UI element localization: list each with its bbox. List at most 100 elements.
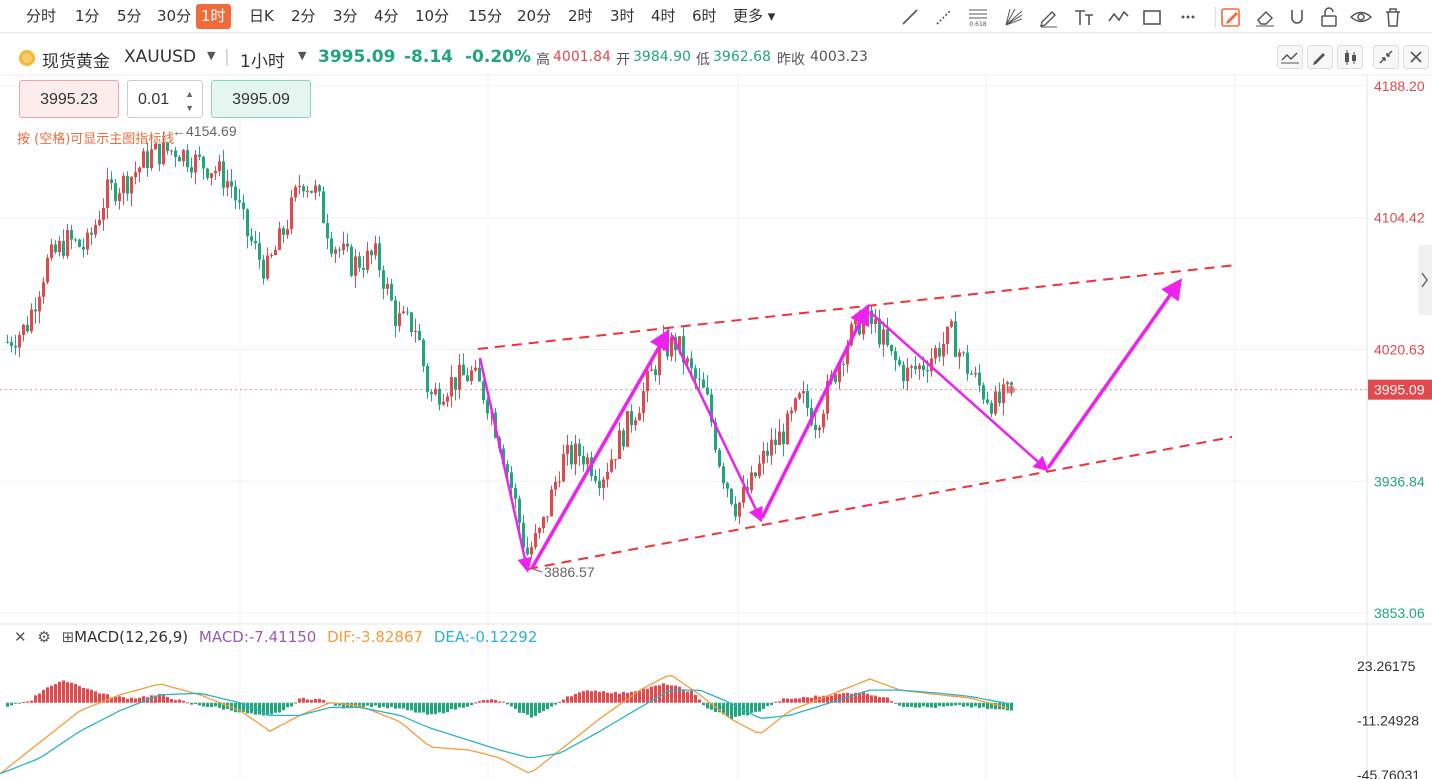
candle-body [762, 450, 765, 464]
macd-bar [958, 702, 961, 705]
lock-tool-button[interactable] [1316, 4, 1342, 30]
period-0[interactable]: 分时 [26, 7, 57, 25]
macd-bar [494, 699, 497, 703]
ray-line-tool-button[interactable] [931, 4, 957, 30]
period-15[interactable]: 6时 [692, 7, 717, 25]
period-6[interactable]: 2分 [291, 7, 316, 25]
interval-dropdown-icon[interactable]: ▼ [298, 49, 307, 62]
macd-bar [574, 693, 577, 703]
interval-selector[interactable]: 1小时 [240, 52, 285, 72]
macd-bar [458, 702, 461, 708]
candle-body [158, 143, 161, 165]
candle-body [246, 209, 249, 237]
price-tick-label: 3936.84 [1374, 473, 1425, 489]
trend-arrow-3[interactable] [670, 334, 763, 523]
brush-tool-button[interactable] [1036, 4, 1062, 30]
macd-bar [558, 701, 561, 703]
wave-tool-button[interactable] [1105, 4, 1131, 30]
symbol-code[interactable]: XAUUSD [124, 47, 197, 67]
macd-bar [910, 702, 913, 707]
eraser-tool-button[interactable] [1252, 4, 1278, 30]
eye-tool-button[interactable] [1348, 4, 1374, 30]
period-16[interactable]: 更多 ▾ [733, 7, 776, 25]
period-2[interactable]: 5分 [117, 7, 142, 25]
lot-down-icon[interactable]: ▼ [185, 103, 194, 113]
expand-panel-handle[interactable] [1418, 245, 1432, 315]
gann-fan-tool-button[interactable] [1001, 4, 1027, 30]
period-12[interactable]: 2时 [568, 7, 593, 25]
period-11[interactable]: 20分 [517, 7, 552, 25]
buy-price-button[interactable]: 3995.09 [211, 80, 311, 118]
candle-body [14, 345, 17, 348]
trend-arrow-6[interactable] [1046, 278, 1183, 470]
macd-bar [966, 702, 969, 707]
macd-settings-icon[interactable]: ⚙ [37, 628, 51, 646]
macd-bar [674, 685, 677, 703]
macd-bar [150, 695, 153, 703]
period-13[interactable]: 3时 [610, 7, 635, 25]
candle-type-button[interactable] [1337, 45, 1363, 69]
sell-price-button[interactable]: 3995.23 [19, 80, 119, 118]
candle-body [154, 143, 157, 150]
dea-value: DEA:-0.12292 [433, 628, 538, 646]
macd-bar [202, 702, 205, 707]
more-dots-tool-button[interactable] [1175, 4, 1201, 30]
macd-bar [1002, 702, 1005, 710]
candle-body [86, 232, 89, 250]
candle-body [206, 168, 209, 178]
macd-bar [210, 702, 213, 708]
fullscreen-button[interactable] [1373, 45, 1399, 69]
macd-bar [54, 684, 57, 703]
period-7[interactable]: 3分 [333, 7, 358, 25]
trend-arrow-4[interactable] [760, 303, 870, 519]
candle-body [234, 186, 237, 201]
edit-drawing-tool-button[interactable] [1218, 4, 1244, 30]
candle-body [70, 229, 73, 240]
trend-arrow-2[interactable] [530, 328, 670, 569]
period-4[interactable]: 1时 [196, 4, 231, 29]
macd-bar [862, 691, 865, 703]
trend-line-tool-button[interactable] [897, 4, 923, 30]
candle-body [546, 516, 549, 518]
period-5[interactable]: 日K [249, 7, 274, 25]
upper-channel-line[interactable] [477, 264, 1237, 350]
period-1[interactable]: 1分 [75, 7, 100, 25]
macd-bar [614, 691, 617, 703]
candle-body [750, 472, 753, 491]
trash-tool-button[interactable] [1380, 4, 1406, 30]
period-14[interactable]: 4时 [651, 7, 676, 25]
candle-body [338, 249, 341, 251]
close-chart-button[interactable] [1403, 45, 1429, 69]
line-style-button[interactable] [1277, 45, 1303, 69]
trend-arrow-5[interactable] [869, 311, 1049, 472]
period-8[interactable]: 4分 [374, 7, 399, 25]
macd-bar [138, 697, 141, 703]
period-3[interactable]: 30分 [157, 7, 192, 25]
symbol-dropdown-icon[interactable]: ▼ [207, 49, 216, 62]
text-tool-tool-button[interactable] [1071, 4, 1097, 30]
period-9[interactable]: 10分 [415, 7, 450, 25]
period-10[interactable]: 15分 [468, 7, 503, 25]
lot-up-icon[interactable]: ▲ [185, 89, 194, 99]
macd-add-icon[interactable]: ⊞ [61, 628, 75, 646]
trend-arrow-1[interactable] [478, 357, 533, 573]
macd-bar [622, 691, 625, 703]
candle-body [510, 472, 513, 488]
symbol-name[interactable]: 现货黄金 [42, 52, 110, 72]
fibonacci-tool-button[interactable]: 0.618 [965, 4, 991, 30]
draw-edit-button[interactable] [1307, 45, 1333, 69]
lot-size-input[interactable]: 0.01 ▲ ▼ [127, 80, 203, 118]
candle-body [982, 385, 985, 400]
macd-bar [858, 692, 861, 703]
rectangle-tool-button[interactable] [1139, 4, 1165, 30]
candle-body [538, 528, 541, 533]
macd-bar [654, 685, 657, 703]
macd-bar [122, 697, 125, 703]
magnet-tool-button[interactable] [1284, 4, 1310, 30]
macd-close-icon[interactable]: ✕ [14, 628, 27, 646]
macd-bar [502, 701, 505, 703]
candle-body [74, 239, 77, 241]
fibonacci-icon: 0.618 [969, 9, 987, 28]
lower-channel-line[interactable] [527, 436, 1233, 570]
